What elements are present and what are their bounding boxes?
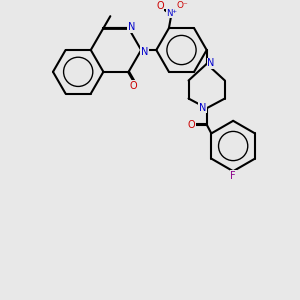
Text: N⁺: N⁺: [167, 9, 178, 18]
Text: O: O: [156, 1, 164, 11]
Text: N: N: [140, 47, 148, 57]
Text: F: F: [230, 171, 236, 181]
Text: N: N: [199, 103, 206, 113]
Text: N: N: [207, 58, 215, 68]
Text: O: O: [187, 120, 195, 130]
Text: N: N: [128, 22, 136, 32]
Text: O⁻: O⁻: [176, 1, 188, 10]
Text: O: O: [129, 81, 137, 91]
